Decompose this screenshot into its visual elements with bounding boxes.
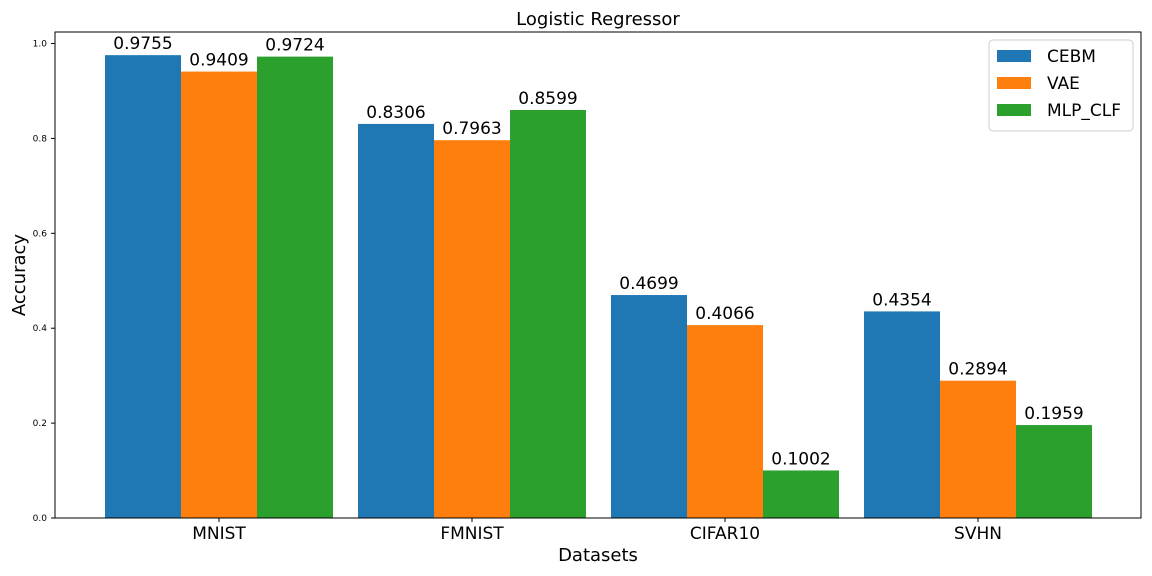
y-axis: 0.0 0.2 0.4 0.6 0.8 1.0 xyxy=(33,40,55,524)
y-axis-label: Accuracy xyxy=(9,234,30,317)
bar-vae-fmnist xyxy=(434,140,510,518)
y-tick-label: 0.4 xyxy=(33,324,48,334)
y-tick-label: 0.2 xyxy=(33,419,47,429)
bar-vae-mnist xyxy=(181,71,257,518)
data-label: 0.7963 xyxy=(442,119,501,139)
legend-swatch-mlp-clf xyxy=(997,104,1031,116)
bar-labels-group: 0.9755 0.9409 0.9724 0.8306 0.7963 0.8599 0.46… xyxy=(113,34,1083,469)
data-label: 0.8599 xyxy=(518,89,577,109)
data-label: 0.4699 xyxy=(619,274,678,294)
x-axis-label: Datasets xyxy=(558,545,638,566)
bar-vae-cifar10 xyxy=(687,325,763,518)
legend-label: VAE xyxy=(1047,74,1080,94)
bars-group xyxy=(105,55,1092,519)
legend-swatch-vae xyxy=(997,77,1031,89)
bar-cebm-svhn xyxy=(864,311,940,518)
x-tick-label: FMNIST xyxy=(440,524,504,544)
chart-title: Logistic Regressor xyxy=(516,9,680,30)
bar-mlp-clf-svhn xyxy=(1016,425,1092,518)
y-tick-label: 0.0 xyxy=(33,514,48,524)
y-tick-label: 0.8 xyxy=(33,134,48,144)
y-tick-label: 0.6 xyxy=(33,229,48,239)
legend-swatch-cebm xyxy=(997,50,1031,62)
data-label: 0.9755 xyxy=(113,34,172,54)
plot-frame xyxy=(54,31,1142,519)
x-axis: MNIST FMNIST CIFAR10 SVHN xyxy=(192,518,1002,544)
x-tick-label: SVHN xyxy=(954,524,1002,544)
legend-label: CEBM xyxy=(1047,47,1096,67)
legend-label: MLP_CLF xyxy=(1047,101,1121,121)
bar-mlp-clf-mnist xyxy=(257,56,333,519)
bar-cebm-mnist xyxy=(105,55,181,519)
bar-cebm-cifar10 xyxy=(611,295,687,518)
data-label: 0.4066 xyxy=(695,304,754,324)
data-label: 0.9724 xyxy=(265,36,324,56)
x-tick-label: CIFAR10 xyxy=(690,524,760,544)
bar-mlp-clf-cifar10 xyxy=(763,470,839,518)
data-label: 0.8306 xyxy=(366,103,425,123)
x-tick-label: MNIST xyxy=(192,524,246,544)
data-label: 0.9409 xyxy=(189,51,248,71)
data-label: 0.1002 xyxy=(771,449,830,469)
bar-cebm-fmnist xyxy=(358,123,434,518)
bar-vae-svhn xyxy=(940,380,1016,518)
data-label: 0.1959 xyxy=(1024,404,1083,424)
bar-mlp-clf-fmnist xyxy=(510,110,586,518)
y-tick-label: 1.0 xyxy=(33,40,48,50)
legend: CEBM VAE MLP_CLF xyxy=(988,39,1134,132)
data-label: 0.4354 xyxy=(872,290,931,310)
data-label: 0.2894 xyxy=(948,360,1007,380)
